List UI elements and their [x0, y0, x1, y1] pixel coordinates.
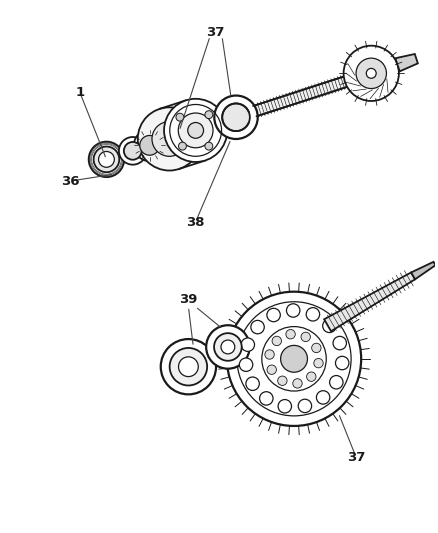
Circle shape — [267, 308, 280, 322]
Circle shape — [307, 372, 316, 382]
Circle shape — [251, 320, 264, 334]
Ellipse shape — [99, 151, 114, 167]
Ellipse shape — [140, 135, 159, 155]
Circle shape — [267, 365, 276, 374]
Ellipse shape — [237, 302, 351, 416]
Circle shape — [316, 391, 330, 404]
Ellipse shape — [152, 122, 187, 156]
Circle shape — [176, 113, 184, 121]
Circle shape — [272, 336, 282, 345]
Circle shape — [366, 68, 376, 78]
Ellipse shape — [94, 147, 119, 172]
Ellipse shape — [214, 333, 242, 361]
Ellipse shape — [164, 99, 227, 162]
Circle shape — [239, 358, 253, 372]
Polygon shape — [396, 54, 418, 71]
Ellipse shape — [134, 130, 166, 161]
Circle shape — [314, 358, 323, 368]
Ellipse shape — [227, 292, 361, 426]
Circle shape — [312, 343, 321, 353]
Circle shape — [301, 332, 311, 342]
Circle shape — [298, 399, 311, 413]
Text: 38: 38 — [186, 216, 205, 229]
Ellipse shape — [343, 46, 399, 101]
Ellipse shape — [179, 357, 198, 377]
Circle shape — [293, 379, 302, 388]
Circle shape — [278, 376, 287, 385]
Ellipse shape — [170, 348, 207, 385]
Ellipse shape — [221, 340, 235, 354]
Ellipse shape — [178, 113, 213, 148]
Ellipse shape — [214, 95, 258, 139]
Circle shape — [330, 376, 343, 389]
Circle shape — [333, 336, 346, 350]
Ellipse shape — [124, 142, 141, 160]
Text: 37: 37 — [347, 451, 365, 464]
Ellipse shape — [356, 58, 386, 88]
Ellipse shape — [119, 137, 147, 165]
Circle shape — [205, 111, 213, 119]
Ellipse shape — [138, 107, 201, 171]
Circle shape — [246, 377, 259, 391]
Polygon shape — [324, 272, 415, 331]
Ellipse shape — [281, 345, 307, 372]
Polygon shape — [253, 75, 352, 116]
Circle shape — [286, 304, 300, 317]
Text: 1: 1 — [75, 86, 85, 99]
Text: 37: 37 — [206, 27, 224, 39]
Circle shape — [336, 357, 349, 370]
Text: 36: 36 — [61, 175, 79, 188]
Ellipse shape — [206, 325, 250, 369]
Ellipse shape — [88, 142, 124, 177]
Circle shape — [241, 338, 254, 351]
Circle shape — [286, 329, 295, 339]
Ellipse shape — [161, 339, 216, 394]
Circle shape — [323, 319, 336, 333]
Polygon shape — [411, 262, 435, 279]
Text: 39: 39 — [179, 293, 198, 306]
Circle shape — [278, 400, 292, 413]
Circle shape — [306, 308, 320, 321]
Ellipse shape — [188, 123, 204, 138]
Circle shape — [179, 142, 187, 150]
Circle shape — [260, 392, 273, 405]
Ellipse shape — [262, 327, 326, 391]
Circle shape — [265, 350, 274, 359]
Ellipse shape — [222, 103, 250, 131]
Circle shape — [205, 142, 213, 150]
